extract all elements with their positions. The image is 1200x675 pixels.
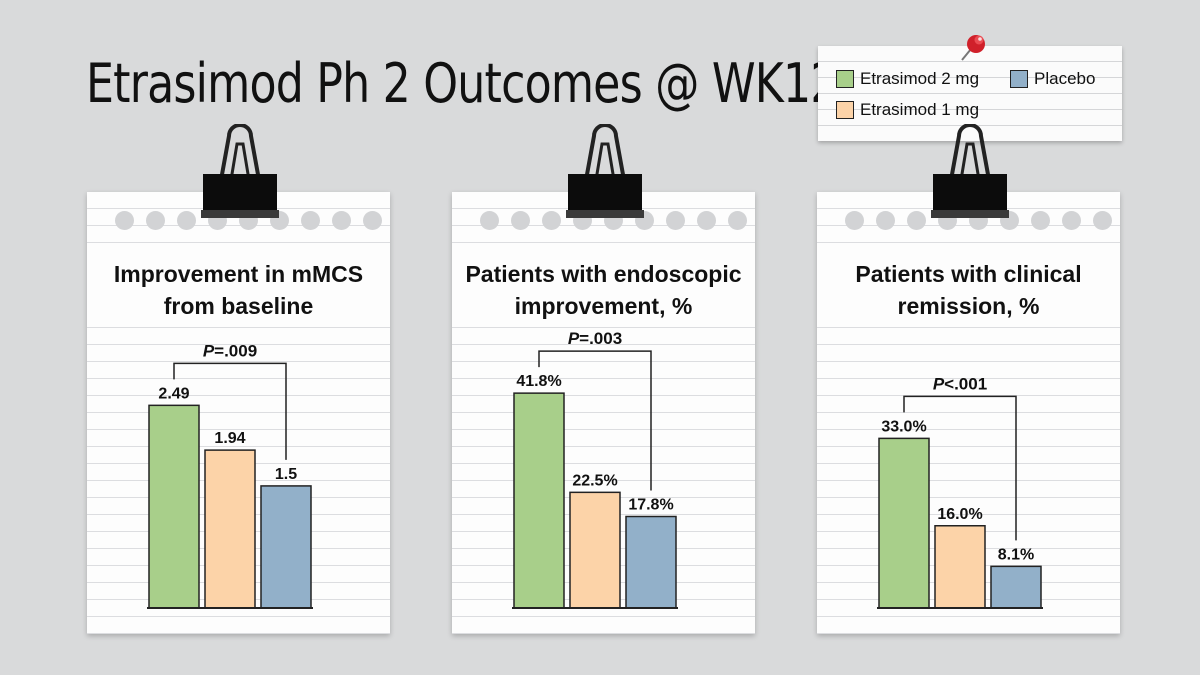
punch-hole [666, 211, 685, 230]
p-value-rest: =.009 [214, 341, 257, 360]
data-label: 1.94 [214, 430, 245, 447]
punch-hole [1062, 211, 1081, 230]
legend-swatch [1010, 70, 1028, 88]
bar [878, 437, 930, 609]
data-label: 41.8% [516, 373, 561, 390]
punch-hole [1093, 211, 1112, 230]
bar [569, 491, 621, 609]
chart-title: Patients with endoscopic improvement, % [452, 258, 755, 322]
punch-hole [511, 211, 530, 230]
p-value-italic: P [933, 374, 945, 393]
chart-title-line: Improvement in mMCS [113, 261, 364, 287]
chart-card-mmcs: Improvement in mMCS from baseline 2.49 1.… [87, 124, 390, 634]
p-value-label: P=.009 [203, 341, 257, 360]
binder-clip-icon [566, 124, 644, 218]
punch-hole [115, 211, 134, 230]
chart-title-line: improvement, % [514, 293, 693, 319]
bar [260, 485, 312, 609]
punch-hole [480, 211, 499, 230]
punch-hole [1031, 211, 1050, 230]
chart-title-line: Patients with endoscopic [465, 261, 742, 287]
legend-item-placebo: Placebo [1010, 69, 1095, 89]
binder-clip-icon [201, 124, 279, 218]
p-value-rest: <.001 [944, 374, 987, 393]
punch-hole [697, 211, 716, 230]
chart-title-line: Patients with clinical [855, 261, 1082, 287]
significance-bracket [538, 350, 652, 491]
p-value-label: P=.003 [568, 329, 622, 348]
punch-hole [907, 211, 926, 230]
significance-bracket [173, 362, 287, 460]
page-title: Etrasimod Ph 2 Outcomes @ WK12 [86, 52, 839, 115]
bar [513, 392, 565, 609]
legend-label: Placebo [1034, 69, 1096, 88]
punch-hole [301, 211, 320, 230]
data-label: 2.49 [158, 385, 189, 402]
punch-hole [332, 211, 351, 230]
data-label: 1.5 [275, 466, 297, 483]
bar-chart-remission: 33.0% 16.0% 8.1% P<.001 [877, 374, 1043, 609]
legend-label: Etrasimod 1 mg [860, 100, 980, 119]
binder-clip-icon [931, 124, 1009, 218]
punch-hole [728, 211, 747, 230]
chart-card-endoscopic: Patients with endoscopic improvement, % … [452, 124, 755, 634]
data-label: 17.8% [628, 497, 673, 514]
data-label: 22.5% [572, 472, 617, 489]
punch-hole [146, 211, 165, 230]
p-value-italic: P [203, 341, 215, 360]
legend-item-etrasimod-2mg: Etrasimod 2 mg [836, 69, 979, 89]
data-label: 8.1% [998, 546, 1034, 563]
legend-swatch [836, 101, 854, 119]
punch-hole [363, 211, 382, 230]
bar-chart-endoscopic: 41.8% 22.5% 17.8% P=.003 [512, 329, 678, 609]
data-label: 16.0% [937, 506, 982, 523]
data-label: 33.0% [881, 418, 926, 435]
significance-bracket [903, 395, 1017, 541]
bar [990, 565, 1042, 609]
chart-title: Improvement in mMCS from baseline [87, 258, 390, 322]
bar [934, 525, 986, 609]
legend-item-etrasimod-1mg: Etrasimod 1 mg [836, 100, 979, 120]
punch-hole [845, 211, 864, 230]
bar [625, 515, 677, 609]
bar-chart-mmcs: 2.49 1.94 1.5 P=.009 [147, 341, 313, 609]
p-value-italic: P [568, 329, 580, 348]
chart-card-remission: Patients with clinical remission, % 33.0… [817, 124, 1120, 634]
bar [148, 404, 200, 609]
punch-hole [876, 211, 895, 230]
legend-label: Etrasimod 2 mg [860, 69, 980, 88]
p-value-rest: =.003 [579, 329, 622, 348]
pushpin-icon [961, 35, 985, 61]
chart-title: Patients with clinical remission, % [817, 258, 1120, 322]
chart-title-line: remission, % [897, 293, 1040, 319]
chart-title-line: from baseline [163, 293, 314, 319]
bar [204, 449, 256, 609]
p-value-label: P<.001 [933, 374, 987, 393]
punch-hole [177, 211, 196, 230]
punch-hole [542, 211, 561, 230]
legend-swatch [836, 70, 854, 88]
legend: Etrasimod 2 mg Etrasimod 1 mg Placebo [818, 46, 1122, 141]
